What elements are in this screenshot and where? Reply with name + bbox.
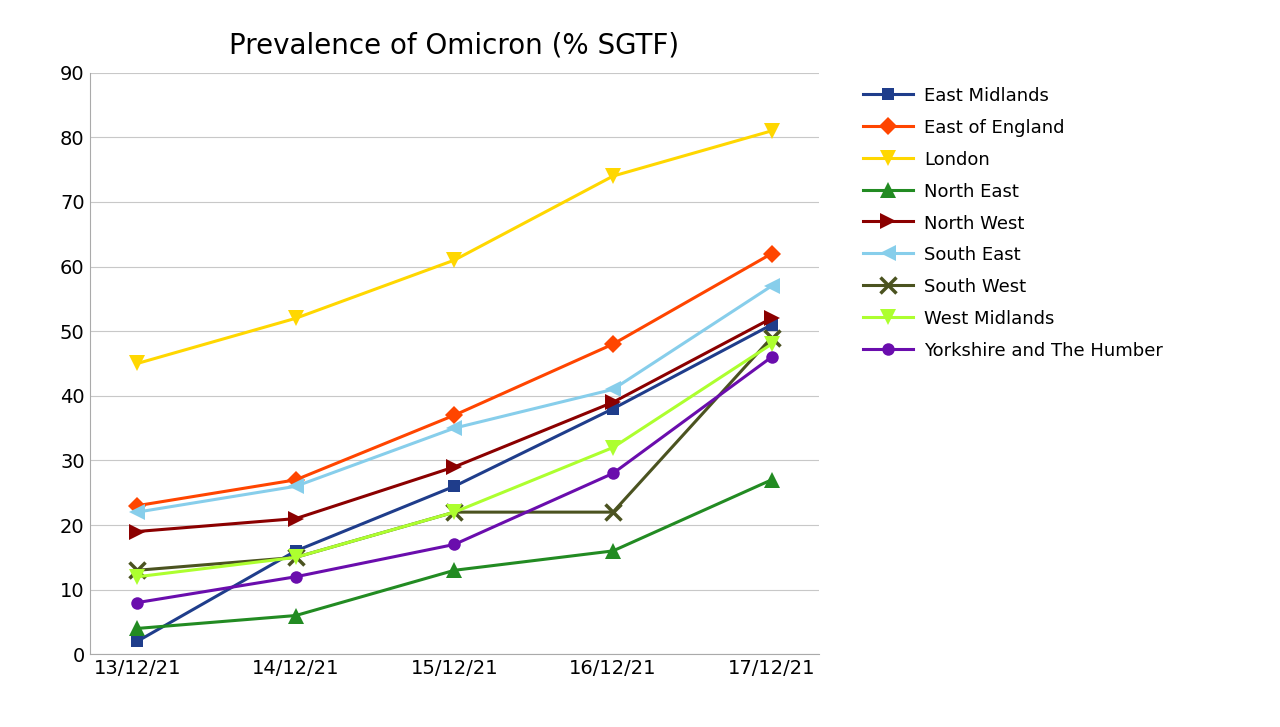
East of England	[447, 411, 462, 419]
South West	[447, 507, 462, 516]
North West	[447, 462, 462, 471]
Yorkshire and The Humber	[288, 572, 303, 581]
Yorkshire and The Humber	[129, 598, 145, 607]
South West	[605, 507, 621, 516]
North East	[605, 547, 621, 555]
West Midlands	[288, 553, 303, 562]
London	[764, 126, 780, 135]
East of England	[288, 475, 303, 484]
Yorkshire and The Humber	[447, 540, 462, 549]
South East	[764, 281, 780, 290]
London	[605, 172, 621, 180]
Title: Prevalence of Omicron (% SGTF): Prevalence of Omicron (% SGTF)	[229, 31, 680, 60]
Line: West Midlands: West Midlands	[129, 337, 780, 585]
Line: North West: North West	[129, 310, 780, 539]
Line: North East: North East	[129, 472, 780, 636]
North West	[764, 314, 780, 323]
East Midlands	[447, 482, 462, 491]
South East	[129, 507, 145, 516]
Line: East Midlands: East Midlands	[131, 318, 778, 648]
London	[447, 256, 462, 265]
East of England	[764, 249, 780, 258]
East of England	[605, 340, 621, 348]
North West	[129, 527, 145, 536]
West Midlands	[764, 340, 780, 348]
West Midlands	[129, 572, 145, 581]
South West	[129, 566, 145, 574]
Yorkshire and The Humber	[605, 469, 621, 478]
Line: South East: South East	[129, 278, 780, 520]
Line: Yorkshire and The Humber: Yorkshire and The Humber	[131, 351, 778, 608]
Line: London: London	[129, 123, 780, 371]
London	[288, 314, 303, 323]
East of England	[129, 502, 145, 510]
East Midlands	[288, 547, 303, 555]
West Midlands	[605, 443, 621, 452]
North East	[129, 624, 145, 632]
Line: East of England: East of England	[131, 247, 778, 512]
West Midlands	[447, 507, 462, 516]
South East	[447, 424, 462, 433]
London	[129, 359, 145, 368]
North East	[288, 611, 303, 620]
South West	[764, 333, 780, 342]
South East	[288, 482, 303, 491]
South West	[288, 553, 303, 562]
Yorkshire and The Humber	[764, 353, 780, 361]
Legend: East Midlands, East of England, London, North East, North West, South East, Sout: East Midlands, East of England, London, …	[858, 81, 1169, 365]
South East	[605, 385, 621, 394]
North West	[288, 514, 303, 523]
East Midlands	[129, 637, 145, 646]
East Midlands	[764, 321, 780, 329]
North East	[447, 566, 462, 574]
North West	[605, 398, 621, 406]
Line: South West: South West	[129, 330, 780, 578]
East Midlands	[605, 404, 621, 413]
North East	[764, 475, 780, 484]
